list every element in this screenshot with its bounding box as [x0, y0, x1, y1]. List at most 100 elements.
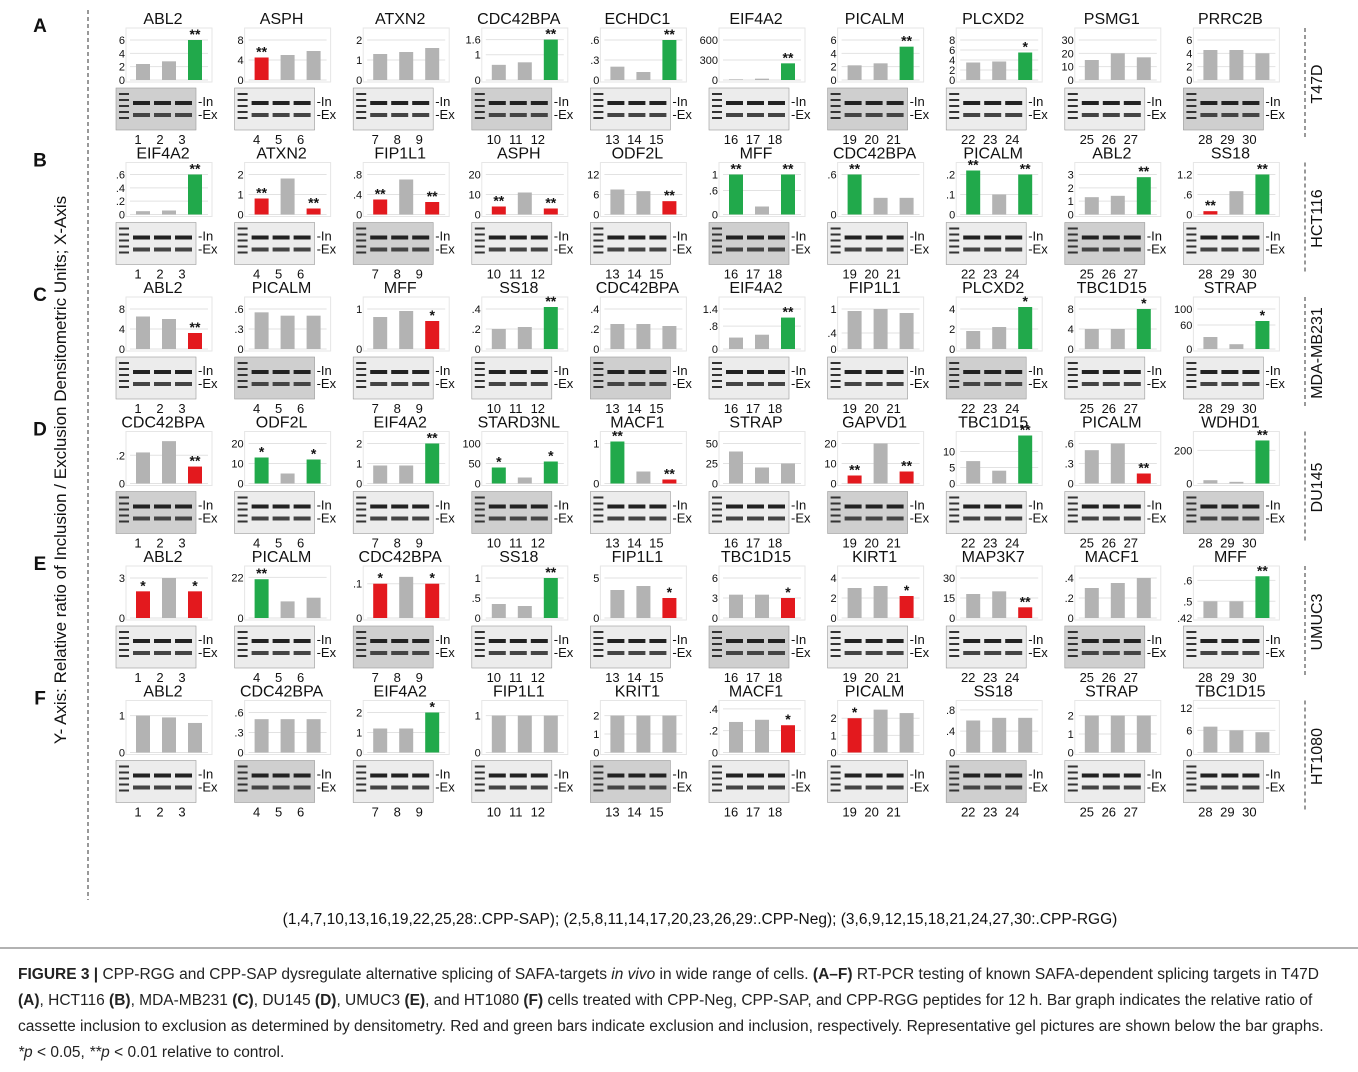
gel-band [175, 639, 192, 643]
gel-band [887, 774, 904, 778]
bar [636, 72, 650, 80]
gel-ladder [831, 111, 841, 113]
bar [373, 729, 387, 753]
y-tick-label: 20 [231, 439, 243, 451]
bar [188, 723, 202, 753]
gel-band [1200, 113, 1217, 117]
bar [281, 601, 295, 618]
y-tick-label: 0 [475, 75, 481, 87]
gel-ladder [593, 637, 603, 639]
y-tick-label: 0 [237, 748, 243, 760]
gel-ladder [475, 778, 485, 780]
gel-ladder [119, 246, 129, 248]
gel-band [1103, 101, 1120, 105]
gel-label: -Ex [198, 511, 218, 526]
gel-band [1124, 774, 1141, 778]
gel-ladder [831, 643, 841, 645]
panel-title: CDC42BPA [833, 146, 917, 163]
gel-label: -Ex [791, 242, 811, 257]
gel-band [510, 248, 527, 252]
gel-band [866, 651, 883, 655]
lane-label: 2 [156, 805, 163, 820]
panel-title: ABL2 [143, 11, 182, 28]
gel-band [154, 517, 171, 521]
bar [1203, 601, 1217, 618]
gel-ladder [831, 252, 841, 254]
bar [966, 721, 980, 753]
lane-label: 9 [416, 805, 423, 820]
lane-label: 11 [509, 805, 523, 820]
gel-ladder [1068, 497, 1078, 499]
gel-label: -Ex [435, 242, 455, 257]
y-tick-label: 4 [1186, 48, 1192, 60]
gel-label: -Ex [317, 376, 337, 391]
gel-label: -Ex [1147, 107, 1167, 122]
bar [1111, 716, 1125, 753]
y-tick-label: 8 [949, 35, 955, 47]
gel-ladder [593, 649, 603, 651]
gel-band [391, 774, 408, 778]
y-tick-label: 0 [712, 75, 718, 87]
gel-ladder [1186, 637, 1196, 639]
y-tick-label: 0 [593, 748, 599, 760]
bar [1018, 175, 1032, 215]
gel-band [510, 382, 527, 386]
gel-ladder [119, 228, 129, 230]
gel-band [175, 236, 192, 240]
gel-band [531, 101, 548, 105]
gel-band [866, 101, 883, 105]
row-label: D [33, 420, 47, 441]
gel-band [607, 101, 624, 105]
gel-label: -Ex [1028, 511, 1048, 526]
gel-band [845, 382, 862, 386]
gel-band [294, 101, 311, 105]
gel-band [1124, 101, 1141, 105]
gel-band [628, 651, 645, 655]
lane-label: 6 [297, 805, 304, 820]
gel-band [273, 370, 290, 374]
gel-ladder [1186, 778, 1196, 780]
gel-band [294, 113, 311, 117]
panel-title: ATXN2 [375, 11, 425, 28]
y-tick-label: 1.4 [703, 304, 718, 316]
gel-band [1200, 774, 1217, 778]
gel-ladder [712, 784, 722, 786]
gel-band [768, 639, 785, 643]
gel-label: -Ex [198, 645, 218, 660]
gel-band [510, 236, 527, 240]
bar [307, 719, 321, 752]
gel-ladder [119, 234, 129, 236]
gel-band [252, 517, 269, 521]
significance: ** [849, 462, 860, 478]
panel-title: MFF [1214, 549, 1247, 566]
gel-ladder [475, 509, 485, 511]
gel-ladder [1186, 766, 1196, 768]
gel-band [963, 113, 980, 117]
gel-ladder [119, 637, 129, 639]
gel-band [1221, 505, 1238, 509]
gel-band [963, 651, 980, 655]
y-tick-label: 0 [475, 748, 481, 760]
gel-band [628, 786, 645, 790]
gel-band [607, 786, 624, 790]
y-tick-label: 1 [237, 190, 243, 202]
gel-ladder [238, 234, 248, 236]
y-tick-label: 0 [830, 210, 836, 222]
bar [729, 722, 743, 753]
gel-ladder [119, 111, 129, 113]
y-tick-label: 1 [475, 50, 481, 62]
gel-band [391, 382, 408, 386]
y-tick-label: 1 [356, 459, 362, 471]
gel-band [866, 505, 883, 509]
bar [966, 171, 980, 215]
gel-band [1200, 505, 1217, 509]
gel-label: -Ex [554, 242, 574, 257]
gel-band [1103, 370, 1120, 374]
gel-band [963, 517, 980, 521]
gel-band [866, 236, 883, 240]
significance: ** [190, 161, 201, 177]
gel-band [1005, 370, 1022, 374]
panel-title: ODF2L [612, 146, 664, 163]
bar [636, 586, 650, 618]
gel-ladder [356, 246, 366, 248]
